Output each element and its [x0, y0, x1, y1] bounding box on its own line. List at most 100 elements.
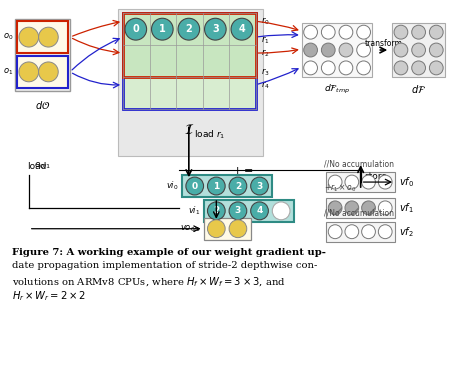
Circle shape [412, 25, 426, 39]
Circle shape [357, 61, 371, 75]
Text: date propagation implementation of stride-2 depthwise con-: date propagation implementation of strid… [12, 262, 318, 270]
Circle shape [304, 61, 318, 75]
Circle shape [378, 175, 392, 189]
Text: ×: × [233, 227, 243, 237]
Circle shape [38, 27, 58, 47]
Circle shape [272, 202, 290, 220]
Bar [123, 13, 255, 77]
Circle shape [429, 43, 443, 57]
Text: $+=$: $+=$ [232, 165, 254, 176]
Text: 1: 1 [213, 181, 219, 191]
Circle shape [304, 25, 318, 39]
Circle shape [231, 18, 253, 40]
Text: 0: 0 [132, 24, 139, 34]
Text: $vf_1$: $vf_1$ [399, 201, 414, 215]
Text: $r_0$: $r_0$ [261, 16, 269, 27]
Bar [182, 175, 272, 197]
Bar [326, 198, 395, 218]
Text: volutions on ARMv8 CPUs, where $H_f \times W_f = 3 \times 3$, and: volutions on ARMv8 CPUs, where $H_f \tim… [12, 275, 286, 289]
Circle shape [328, 225, 342, 239]
Circle shape [394, 61, 408, 75]
Circle shape [429, 61, 443, 75]
Bar [203, 218, 251, 240]
Circle shape [229, 220, 247, 238]
Text: 3: 3 [256, 181, 263, 191]
Circle shape [339, 61, 353, 75]
Circle shape [38, 62, 58, 82]
Text: $r_3$: $r_3$ [261, 66, 269, 78]
Text: $o_{0/1}$: $o_{0/1}$ [34, 160, 51, 171]
Text: $d\mathcal{F}_{tmp}$: $d\mathcal{F}_{tmp}$ [324, 83, 350, 96]
Bar [203, 200, 294, 222]
Bar [15, 19, 70, 91]
Text: 3: 3 [212, 24, 219, 34]
Text: 1: 1 [159, 24, 166, 34]
Bar [17, 21, 68, 53]
Circle shape [362, 225, 375, 239]
Circle shape [328, 201, 342, 215]
Circle shape [178, 18, 200, 40]
Text: store: store [365, 172, 387, 181]
Circle shape [152, 18, 173, 40]
Circle shape [345, 175, 359, 189]
Text: $o_0$: $o_0$ [3, 32, 13, 42]
Circle shape [429, 25, 443, 39]
Text: 2: 2 [235, 181, 241, 191]
Bar [123, 13, 255, 108]
Circle shape [186, 177, 203, 195]
Circle shape [321, 25, 335, 39]
Text: 4: 4 [238, 24, 245, 34]
Circle shape [304, 43, 318, 57]
Circle shape [229, 202, 247, 220]
Circle shape [321, 43, 335, 57]
Circle shape [357, 25, 371, 39]
Circle shape [321, 61, 335, 75]
Text: $r_2$: $r_2$ [261, 47, 269, 59]
Text: ×: × [211, 227, 221, 237]
Text: $+r_1 \times o_0$: $+r_1 \times o_0$ [324, 183, 356, 194]
Text: 2: 2 [185, 24, 192, 34]
Circle shape [357, 43, 371, 57]
Circle shape [339, 25, 353, 39]
Circle shape [378, 225, 392, 239]
Circle shape [19, 27, 38, 47]
Circle shape [208, 177, 225, 195]
Text: $vf_2$: $vf_2$ [399, 225, 414, 239]
Bar [392, 23, 445, 77]
Circle shape [362, 175, 375, 189]
Text: 3: 3 [235, 206, 241, 215]
Text: $o_1$: $o_1$ [3, 66, 13, 77]
Circle shape [412, 43, 426, 57]
Circle shape [251, 177, 268, 195]
Text: load: load [27, 162, 46, 171]
Text: $r_1$: $r_1$ [261, 34, 269, 46]
Bar [302, 23, 373, 77]
Circle shape [394, 25, 408, 39]
Text: 4: 4 [256, 206, 263, 215]
Circle shape [19, 62, 38, 82]
Circle shape [339, 43, 353, 57]
Text: load $r_1$: load $r_1$ [194, 128, 225, 141]
Circle shape [345, 201, 359, 215]
Text: $r_4$: $r_4$ [261, 79, 269, 91]
Text: $\mathcal{I}$: $\mathcal{I}$ [184, 123, 194, 136]
Bar [326, 172, 395, 192]
Text: $vo_{0/1}$: $vo_{0/1}$ [180, 223, 201, 234]
Text: //No accumulation: //No accumulation [324, 159, 394, 168]
Circle shape [378, 201, 392, 215]
Text: 2: 2 [213, 206, 219, 215]
Text: //No accumulation: //No accumulation [324, 209, 394, 218]
Circle shape [362, 201, 375, 215]
Circle shape [328, 175, 342, 189]
Text: $vf_0$: $vf_0$ [399, 175, 414, 189]
Text: $vi_0$: $vi_0$ [166, 180, 179, 192]
Circle shape [394, 43, 408, 57]
Circle shape [412, 61, 426, 75]
Circle shape [208, 202, 225, 220]
Text: $d\mathcal{O}$: $d\mathcal{O}$ [35, 99, 50, 111]
Circle shape [205, 18, 226, 40]
Bar [17, 56, 68, 88]
Text: $H_r \times W_r = 2 \times 2$: $H_r \times W_r = 2 \times 2$ [12, 289, 86, 303]
Text: 0: 0 [191, 181, 198, 191]
Circle shape [125, 18, 146, 40]
